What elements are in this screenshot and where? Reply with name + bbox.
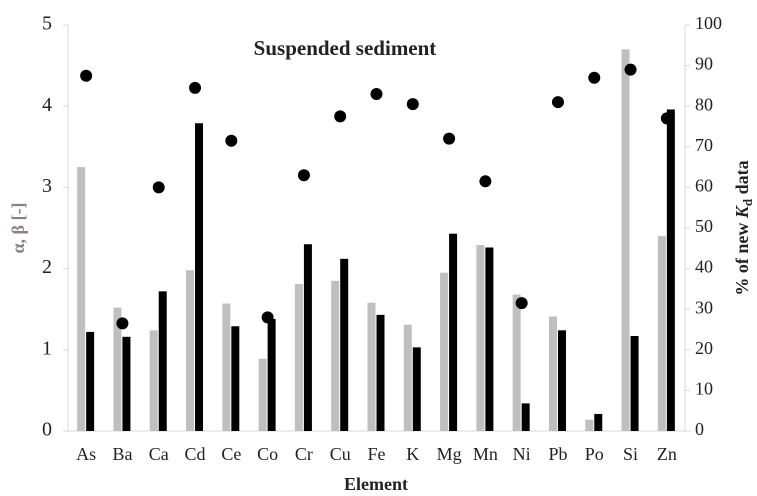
y-tick-label: 3 (42, 175, 52, 197)
y-tick-label: 4 (42, 94, 52, 116)
bar (231, 326, 240, 431)
bar (86, 331, 95, 431)
y-tick-label: 5 (42, 13, 52, 35)
x-tick-label: Po (585, 444, 604, 464)
point (406, 98, 419, 111)
bar (512, 294, 521, 431)
bar (657, 236, 666, 431)
point (551, 96, 564, 109)
point (624, 63, 637, 76)
bar (367, 302, 376, 431)
y2-axis-label: % of new Kd data (732, 160, 755, 295)
chart-title: Suspended sediment (254, 36, 437, 60)
x-tick-label: K (406, 444, 419, 464)
y-axis-label: α, β [-] (8, 202, 28, 253)
bar (77, 167, 86, 431)
bar (267, 318, 276, 431)
bar (412, 347, 421, 431)
bar (294, 284, 303, 431)
bar (548, 316, 557, 431)
y2-tick-label: 20 (695, 338, 713, 358)
point (189, 81, 202, 94)
x-tick-label: Co (257, 444, 278, 464)
bar (666, 109, 675, 431)
x-tick-label: Cd (185, 444, 206, 464)
point (225, 134, 238, 147)
x-tick-label: Mg (437, 444, 462, 464)
point (116, 317, 129, 330)
bar (376, 314, 385, 431)
y2-tick-label: 80 (695, 94, 713, 114)
bar (222, 303, 231, 431)
bar (331, 280, 340, 431)
point (261, 311, 274, 324)
x-axis-label: Element (344, 474, 408, 494)
point (297, 169, 310, 182)
x-tick-label: Ba (112, 444, 132, 464)
y-tick-label: 2 (42, 256, 52, 278)
bar (158, 291, 167, 431)
bar (149, 330, 158, 431)
y2-tick-label: 100 (695, 13, 722, 33)
y2-tick-label: 90 (695, 54, 713, 74)
bar (186, 270, 195, 431)
y2-tick-label: 60 (695, 176, 713, 196)
point (479, 175, 492, 188)
bar (594, 413, 603, 431)
point (370, 88, 383, 101)
bar (476, 245, 485, 431)
x-tick-label: Fe (368, 444, 386, 464)
x-tick-label: Ce (221, 444, 241, 464)
x-tick-label: Mn (473, 444, 498, 464)
bar (557, 330, 566, 431)
y2-tick-label: 0 (695, 419, 704, 439)
bar (485, 247, 494, 431)
y-tick-label: 0 (42, 419, 52, 441)
y2-tick-label: 30 (695, 297, 713, 317)
bar (195, 123, 204, 431)
y2-tick-label: 10 (695, 379, 713, 399)
y2-tick-label: 70 (695, 135, 713, 155)
y2-label-part: data (732, 160, 752, 199)
bar (258, 358, 267, 431)
bar (521, 403, 530, 431)
point (660, 112, 673, 125)
x-tick-label: Zn (657, 444, 677, 464)
bar (113, 307, 122, 431)
point (588, 71, 601, 84)
bar (340, 258, 349, 431)
bar (630, 335, 639, 431)
point (80, 69, 93, 82)
bar (303, 244, 312, 431)
bar (585, 419, 594, 431)
y2-label-part: K (732, 204, 752, 219)
y-tick-label: 1 (42, 337, 52, 359)
x-tick-label: Si (623, 444, 638, 464)
point (334, 110, 347, 123)
point (443, 132, 456, 145)
x-tick-label: As (76, 444, 96, 464)
x-tick-label: Cr (295, 444, 313, 464)
point (152, 181, 165, 194)
y2-tick-label: 40 (695, 257, 713, 277)
point (515, 297, 528, 310)
bar (403, 324, 412, 431)
x-tick-label: Pb (548, 444, 567, 464)
bar (122, 336, 131, 431)
bar (449, 233, 458, 431)
bar (440, 272, 449, 431)
y2-label-part: d (740, 198, 755, 206)
x-tick-label: Ca (149, 444, 169, 464)
y2-label-part: % of new (732, 218, 752, 296)
x-tick-label: Ni (513, 444, 531, 464)
y2-tick-label: 50 (695, 216, 713, 236)
bar (621, 49, 630, 432)
x-tick-label: Cu (330, 444, 351, 464)
